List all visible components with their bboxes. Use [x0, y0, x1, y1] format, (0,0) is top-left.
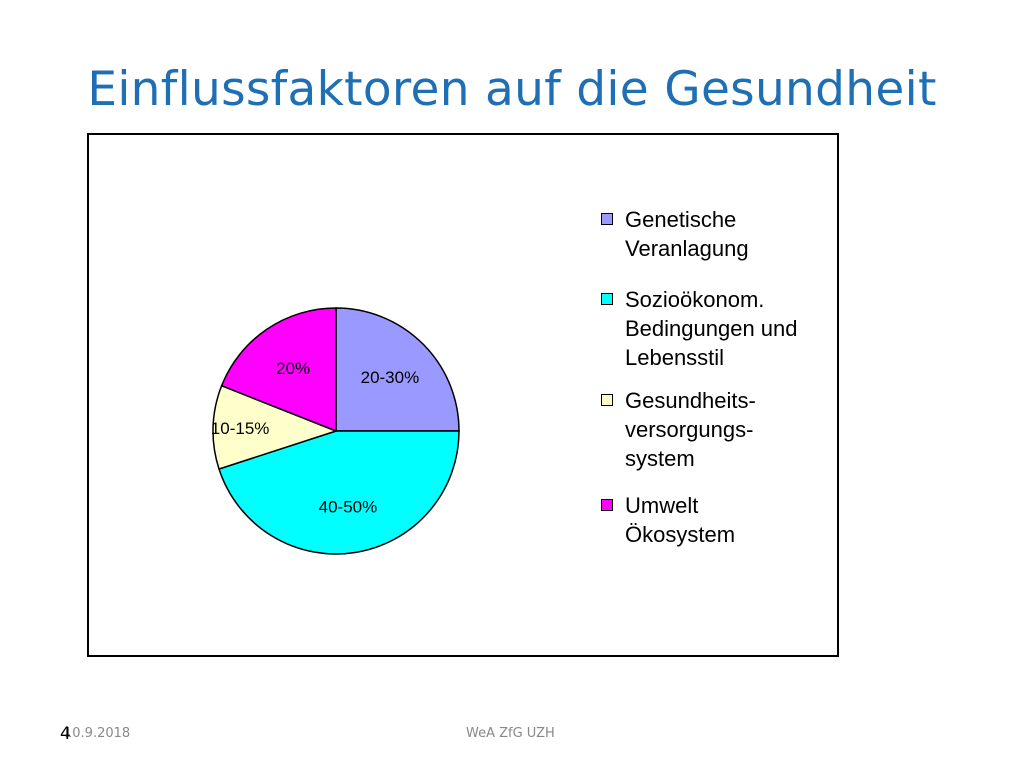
- legend-item-environment: Umwelt Ökosystem: [601, 491, 841, 549]
- pie-slice-healthcare: [212, 384, 339, 470]
- legend-label-socioeconomic: Sozioökonom. Bedingungen und Lebensstil: [625, 287, 798, 370]
- legend-item-socioeconomic: Sozioökonom. Bedingungen und Lebensstil: [601, 285, 841, 372]
- legend-item-healthcare: Gesundheits- versorgungs- system: [601, 386, 841, 473]
- legend-swatch-socioeconomic: [601, 293, 613, 305]
- legend-label-environment: Umwelt Ökosystem: [625, 493, 736, 547]
- page-number: 4: [60, 724, 71, 744]
- legend-item-genetic: Genetische Veranlagung: [601, 205, 841, 263]
- legend-swatch-genetic: [601, 213, 613, 225]
- footer-center: WeA ZfG UZH: [466, 726, 555, 741]
- legend-label-healthcare: Gesundheits- versorgungs- system: [625, 388, 756, 471]
- pie-label-socioeconomic: 40-50%: [319, 497, 378, 516]
- pie-label-genetic: 20-30%: [361, 368, 420, 387]
- legend-label-genetic: Genetische Veranlagung: [625, 207, 749, 261]
- pie-slice-environment: [220, 307, 337, 433]
- footer-date: 10.9.2018: [64, 726, 131, 741]
- pie-slice-socioeconomic: [218, 430, 460, 555]
- pie-label-environment: 20%: [276, 359, 310, 378]
- legend-swatch-healthcare: [601, 394, 613, 406]
- pie-slice-genetic: [335, 307, 460, 432]
- chart-frame: 20-30% 40-50% 10-15% 20% Genetische Veranla…: [87, 133, 839, 657]
- slide-title: Einflussfaktoren auf die Gesundheit: [87, 62, 937, 117]
- chart-legend: Genetische Veranlagung Sozioökonom. Bedin…: [601, 205, 841, 549]
- pie-chart: 20-30% 40-50% 10-15% 20%: [211, 307, 460, 555]
- legend-swatch-environment: [601, 499, 613, 511]
- pie-label-healthcare: 10-15%: [211, 419, 270, 438]
